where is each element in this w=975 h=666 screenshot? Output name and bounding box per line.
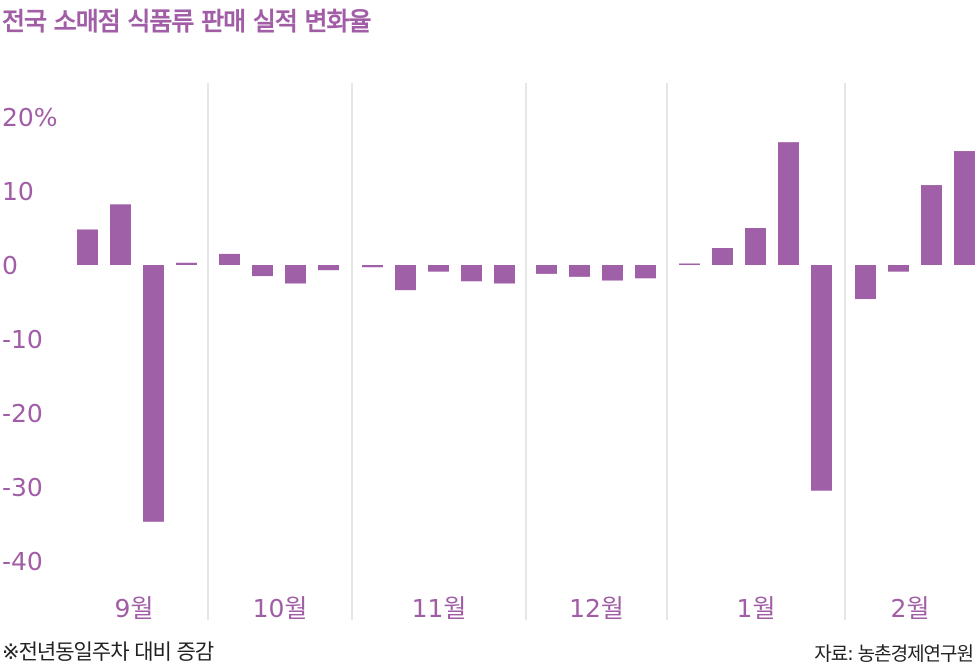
- source-note: 자료: 농촌경제연구원: [814, 643, 974, 665]
- x-axis-label: 9월: [115, 594, 154, 623]
- bar: [494, 265, 515, 284]
- bar: [395, 265, 416, 291]
- bar: [855, 265, 876, 300]
- bar: [362, 265, 383, 268]
- bar: [285, 265, 306, 284]
- bar: [954, 151, 975, 265]
- y-tick-label: -20: [2, 399, 43, 428]
- bar: [143, 265, 164, 522]
- bar: [461, 265, 482, 282]
- bar: [77, 229, 98, 265]
- bar: [252, 265, 273, 277]
- x-axis-label: 1월: [737, 594, 776, 623]
- y-tick-label: 0: [2, 251, 18, 280]
- y-tick-label: -30: [2, 473, 43, 502]
- x-axis-label: 10월: [253, 594, 308, 623]
- bar: [176, 262, 197, 265]
- x-axis-labels: 9월 10월 11월 12월 1월 2월: [115, 594, 930, 623]
- x-axis-label: 11월: [412, 594, 467, 623]
- y-tick-label: 20%: [2, 103, 58, 132]
- bar: [569, 265, 590, 277]
- bar: [679, 263, 700, 266]
- bar: [318, 265, 339, 271]
- y-tick-label: 10: [2, 177, 34, 206]
- x-axis-label: 12월: [569, 594, 624, 623]
- bar: [110, 204, 131, 265]
- bar: [712, 247, 733, 265]
- x-axis-label: 2월: [891, 594, 930, 623]
- y-axis-ticks: 20% 10 0 -10 -20 -30 -40: [2, 103, 58, 576]
- bar: [428, 265, 449, 272]
- bar: [921, 185, 942, 265]
- group-separators: [207, 83, 846, 620]
- bar: [635, 265, 656, 279]
- bar: [602, 265, 623, 281]
- bar: [888, 265, 909, 272]
- bar: [536, 265, 557, 274]
- bars: [77, 142, 975, 522]
- bar: [811, 265, 832, 491]
- footnote: ※전년동일주차 대비 증감: [2, 640, 214, 664]
- y-tick-label: -40: [2, 547, 43, 576]
- y-tick-label: -10: [2, 325, 43, 354]
- bar: [219, 253, 240, 265]
- bar: [745, 228, 766, 265]
- bar: [778, 142, 799, 265]
- chart-title: 전국 소매점 식품류 판매 실적 변화율: [2, 7, 372, 36]
